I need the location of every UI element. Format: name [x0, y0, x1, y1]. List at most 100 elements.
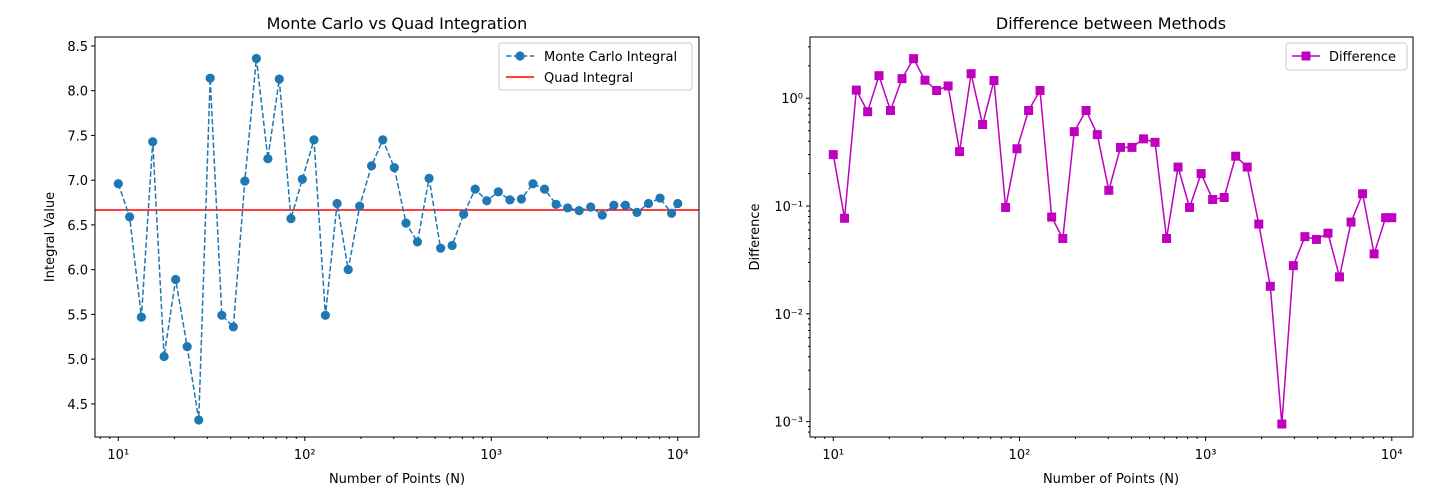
right-y-axis-label: Difference — [748, 203, 763, 270]
left-y-axis: 4.5 5.0 5.5 6.0 6.5 7.0 7.5 8.0 8.5 — [67, 40, 95, 413]
y-tick-label: 8.5 — [67, 40, 88, 55]
x-tick-label: 10³ — [1195, 448, 1217, 463]
monte-carlo-point — [332, 198, 342, 209]
monte-carlo-point — [240, 176, 250, 186]
monte-carlo-point — [632, 207, 642, 217]
legend-difference-marker — [1301, 51, 1311, 61]
monte-carlo-point — [217, 310, 227, 320]
legend-difference-label: Difference — [1329, 50, 1396, 65]
right-plot-area — [828, 54, 1397, 429]
y-tick-label: 10⁻¹ — [774, 200, 803, 215]
monte-carlo-point — [297, 174, 307, 184]
difference-point — [1300, 232, 1310, 242]
difference-point — [1311, 234, 1321, 244]
difference-point — [1115, 142, 1125, 152]
difference-point — [1024, 105, 1034, 115]
monte-carlo-point — [574, 206, 584, 216]
difference-point — [1162, 233, 1172, 243]
monte-carlo-point — [194, 415, 204, 425]
monte-carlo-point — [125, 212, 135, 222]
monte-carlo-point — [482, 196, 492, 206]
monte-carlo-point — [620, 200, 630, 210]
difference-point — [1139, 134, 1149, 144]
monte-carlo-point — [539, 184, 550, 194]
monte-carlo-point — [182, 342, 192, 352]
difference-point — [1150, 137, 1160, 147]
difference-point — [1081, 105, 1091, 115]
monte-carlo-point — [286, 214, 296, 224]
difference-point — [1069, 127, 1079, 137]
x-tick-label: 10⁴ — [667, 448, 689, 463]
y-tick-label: 6.0 — [67, 264, 88, 279]
y-tick-label: 6.5 — [67, 219, 88, 234]
right-x-axis: 10¹ 10² 10³ 10⁴ — [814, 437, 1403, 463]
difference-point — [1369, 249, 1379, 259]
left-legend-box — [498, 42, 693, 91]
difference-point — [1335, 272, 1345, 282]
monte-carlo-point — [159, 351, 169, 362]
legend-monte-carlo-label: Monte Carlo Integral — [544, 50, 677, 65]
monte-carlo-point — [355, 201, 365, 211]
y-tick-label: 8.0 — [67, 85, 88, 100]
right-chart: Difference between Methods 10¹ 10² 10³ 10⁴ … — [748, 14, 1414, 487]
difference-point — [1127, 142, 1137, 152]
monte-carlo-point — [113, 179, 123, 189]
difference-point — [1185, 202, 1195, 212]
difference-point — [1173, 162, 1183, 172]
difference-point — [1346, 217, 1356, 227]
difference-point — [1047, 212, 1057, 222]
y-tick-label: 10⁻² — [774, 308, 803, 323]
monte-carlo-point — [320, 310, 331, 320]
monte-carlo-point — [493, 187, 503, 197]
monte-carlo-point — [597, 210, 607, 220]
right-legend-box — [1285, 42, 1408, 71]
monte-carlo-point — [401, 218, 411, 228]
difference-point — [943, 81, 953, 91]
difference-point — [886, 105, 896, 115]
difference-point — [1196, 169, 1206, 179]
difference-point — [1231, 151, 1241, 161]
right-x-axis-label: Number of Points (N) — [1043, 472, 1179, 487]
monte-carlo-point — [171, 274, 181, 285]
x-tick-label: 10⁴ — [1381, 448, 1403, 463]
monte-carlo-point — [309, 135, 319, 145]
monte-carlo-point — [389, 163, 399, 173]
x-tick-label: 10¹ — [822, 448, 844, 463]
monte-carlo-point — [667, 208, 677, 218]
monte-carlo-point — [516, 194, 527, 204]
monte-carlo-point — [551, 199, 561, 209]
monte-carlo-point — [586, 202, 596, 212]
monte-carlo-point — [251, 53, 261, 64]
difference-point — [966, 69, 976, 79]
monte-carlo-point — [673, 198, 683, 209]
monte-carlo-point — [366, 161, 377, 171]
x-tick-label: 10² — [1009, 448, 1031, 463]
difference-point — [1381, 213, 1391, 223]
y-tick-label: 5.5 — [67, 308, 88, 323]
difference-point — [1208, 194, 1218, 204]
monte-carlo-point — [505, 195, 515, 205]
left-x-axis-label: Number of Points (N) — [329, 472, 465, 487]
monte-carlo-point — [470, 184, 480, 194]
monte-carlo-point — [412, 237, 423, 247]
monte-carlo-point — [609, 200, 619, 210]
monte-carlo-point — [424, 173, 434, 183]
difference-point — [1012, 144, 1022, 154]
difference-point — [1001, 202, 1011, 212]
right-chart-title: Difference between Methods — [996, 14, 1226, 33]
right-y-axis: 10⁻³ 10⁻² 10⁻¹ 10⁰ — [774, 46, 810, 433]
difference-point — [1387, 213, 1397, 223]
y-tick-label: 7.0 — [67, 174, 88, 189]
difference-point — [863, 107, 873, 117]
left-chart: Monte Carlo vs Quad Integration 10¹ 10² 10… — [43, 14, 700, 487]
difference-point — [1092, 130, 1102, 140]
x-tick-label: 10³ — [480, 448, 502, 463]
difference-point — [897, 74, 907, 84]
left-axes-frame — [94, 36, 700, 438]
right-legend: Difference — [1285, 42, 1408, 71]
difference-point — [874, 71, 884, 81]
monte-carlo-point — [459, 209, 469, 219]
legend-quad-label: Quad Integral — [544, 71, 633, 86]
